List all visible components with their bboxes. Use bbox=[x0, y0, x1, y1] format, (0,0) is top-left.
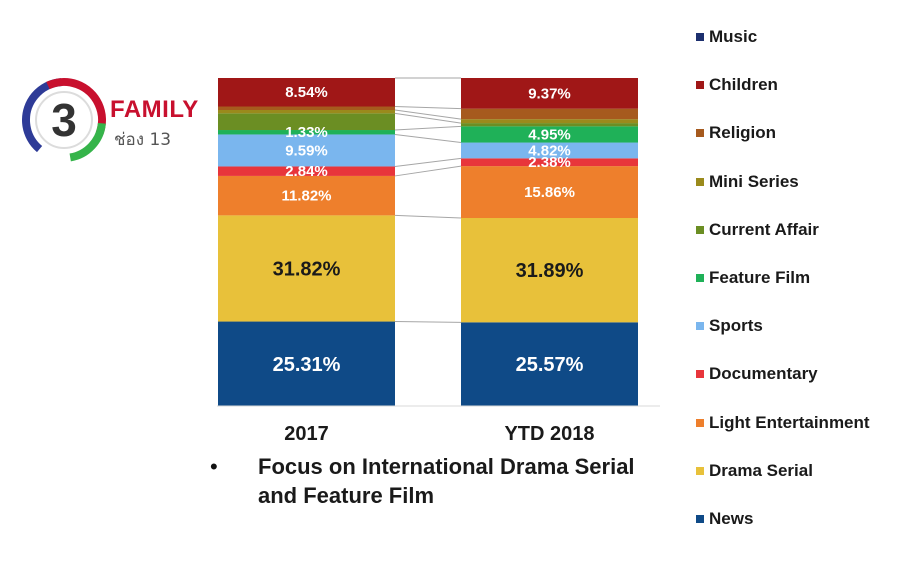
channel-logo: 3 FAMILY ช่อง 13 bbox=[22, 76, 212, 168]
legend-item-documentary: Documentary bbox=[696, 362, 818, 386]
data-label-news-2017: 25.31% bbox=[273, 354, 341, 376]
bar-segment-news-2017 bbox=[218, 321, 395, 406]
legend-label: Children bbox=[709, 75, 778, 95]
x-tick-labels: 2017 YTD 2018 bbox=[284, 423, 594, 445]
series-connector-line bbox=[394, 109, 462, 120]
data-label-sports-2017: 9.59% bbox=[285, 142, 328, 159]
data-label-light-entertainment-2017: 11.82% bbox=[281, 188, 331, 205]
bar-segment-religion-ytd-2018 bbox=[461, 108, 638, 120]
data-label-sports-ytd-2018: 4.82% bbox=[528, 142, 571, 159]
data-label-drama-serial-ytd-2018: 31.89% bbox=[516, 260, 584, 282]
legend-swatch bbox=[696, 418, 704, 427]
bar-segment-children-2017 bbox=[218, 78, 395, 107]
bar-segment-documentary-2017 bbox=[218, 166, 395, 176]
bar-segment-sports-2017 bbox=[218, 134, 395, 167]
bars-group bbox=[218, 78, 638, 406]
data-label-children-2017: 8.54% bbox=[285, 84, 328, 101]
legend-item-religion: Religion bbox=[696, 121, 776, 145]
x-tick-label-2017: 2017 bbox=[284, 423, 329, 445]
legend-item-drama-serial: Drama Serial bbox=[696, 459, 813, 483]
bullet-text: Focus on International Drama Serial and … bbox=[258, 454, 635, 508]
bar-segment-documentary-ytd-2018 bbox=[461, 158, 638, 167]
bar-segment-drama-serial-2017 bbox=[218, 215, 395, 322]
data-label-feature-film-2017: 1.33% bbox=[285, 124, 328, 141]
legend-item-sports: Sports bbox=[696, 314, 763, 338]
legend-swatch bbox=[696, 81, 704, 90]
legend-label: Mini Series bbox=[709, 171, 799, 191]
legend-item-mini-series: Mini Series bbox=[696, 170, 799, 194]
series-connector-line bbox=[394, 133, 462, 144]
x-tick-label-ytd-2018: YTD 2018 bbox=[504, 423, 594, 445]
legend-item-news: News bbox=[696, 507, 753, 531]
bar-segment-religion-2017 bbox=[218, 106, 395, 110]
legend-swatch bbox=[696, 33, 704, 41]
legend-label: News bbox=[709, 509, 754, 528]
series-connector-line bbox=[394, 125, 462, 131]
logo-brand-text: FAMILY bbox=[110, 96, 199, 123]
legend-label: Light Entertainment bbox=[709, 412, 870, 432]
legend-label: Drama Serial bbox=[709, 460, 813, 480]
bar-segment-sports-ytd-2018 bbox=[461, 142, 638, 159]
series-connector-line bbox=[394, 165, 462, 177]
legend-swatch bbox=[696, 274, 704, 282]
bar-segment-feature-film-2017 bbox=[218, 130, 395, 135]
legend-label: Religion bbox=[709, 123, 777, 143]
legend-swatch bbox=[696, 225, 704, 234]
bar-segment-news-ytd-2018 bbox=[461, 322, 638, 406]
legend-item-current-affair: Current Affair bbox=[696, 218, 819, 242]
legend-item-children: Children bbox=[696, 73, 778, 97]
series-connector-line bbox=[394, 105, 462, 110]
legend-item-feature-film: Feature Film bbox=[696, 266, 810, 290]
legend-swatch bbox=[696, 129, 704, 138]
bar-segment-drama-serial-ytd-2018 bbox=[461, 218, 638, 323]
series-connector-line bbox=[394, 112, 462, 124]
bar-segment-light-entertainment-2017 bbox=[218, 175, 395, 216]
legend-label: Sports bbox=[709, 316, 763, 336]
series-connector-line bbox=[394, 214, 462, 219]
series-connector-line bbox=[394, 157, 462, 167]
legend-swatch bbox=[696, 466, 704, 475]
bar-segment-mini-series-2017 bbox=[218, 109, 395, 114]
data-label-drama-serial-2017: 31.82% bbox=[273, 258, 341, 280]
data-label-children-ytd-2018: 9.37% bbox=[528, 85, 571, 102]
data-label-documentary-ytd-2018: 2.38% bbox=[528, 154, 571, 171]
bar-segment-current-affair-ytd-2018 bbox=[461, 123, 638, 127]
bar-segment-current-affair-2017 bbox=[218, 113, 395, 131]
logo-sub-text: ช่อง 13 bbox=[114, 130, 172, 150]
legend-swatch bbox=[696, 515, 704, 523]
bar-segment-feature-film-ytd-2018 bbox=[461, 126, 638, 143]
legend-label: Music bbox=[709, 27, 758, 46]
bar-segment-children-ytd-2018 bbox=[461, 78, 638, 109]
legend-label: Feature Film bbox=[709, 268, 811, 287]
channel-3-logo-icon: 3 bbox=[22, 78, 106, 162]
bar-segment-light-entertainment-ytd-2018 bbox=[461, 166, 638, 219]
data-label-light-entertainment-ytd-2018: 15.86% bbox=[524, 184, 575, 201]
legend-swatch bbox=[696, 177, 704, 186]
bar-segment-mini-series-ytd-2018 bbox=[461, 119, 638, 124]
data-label-news-ytd-2018: 25.57% bbox=[516, 354, 584, 376]
legend-label: Current Affair bbox=[709, 219, 819, 239]
legend-item-light-entertainment: Light Entertainment bbox=[696, 411, 870, 435]
logo-numeral: 3 bbox=[51, 94, 77, 146]
legend-item-music: Music bbox=[696, 25, 757, 49]
data-labels-group: 25.31% 31.82% 11.82% 2.84% 9.59%1.33% 8.54% 25… bbox=[273, 84, 584, 376]
legend-swatch bbox=[696, 370, 704, 379]
connector-lines bbox=[394, 77, 462, 323]
legend-swatch bbox=[696, 322, 704, 331]
series-connector-line bbox=[394, 321, 462, 323]
data-label-documentary-2017: 2.84% bbox=[285, 163, 328, 180]
legend-label: Documentary bbox=[709, 364, 818, 384]
data-label-feature-film-ytd-2018: 4.95% bbox=[528, 126, 571, 143]
bullet-marker: • bbox=[210, 454, 218, 479]
